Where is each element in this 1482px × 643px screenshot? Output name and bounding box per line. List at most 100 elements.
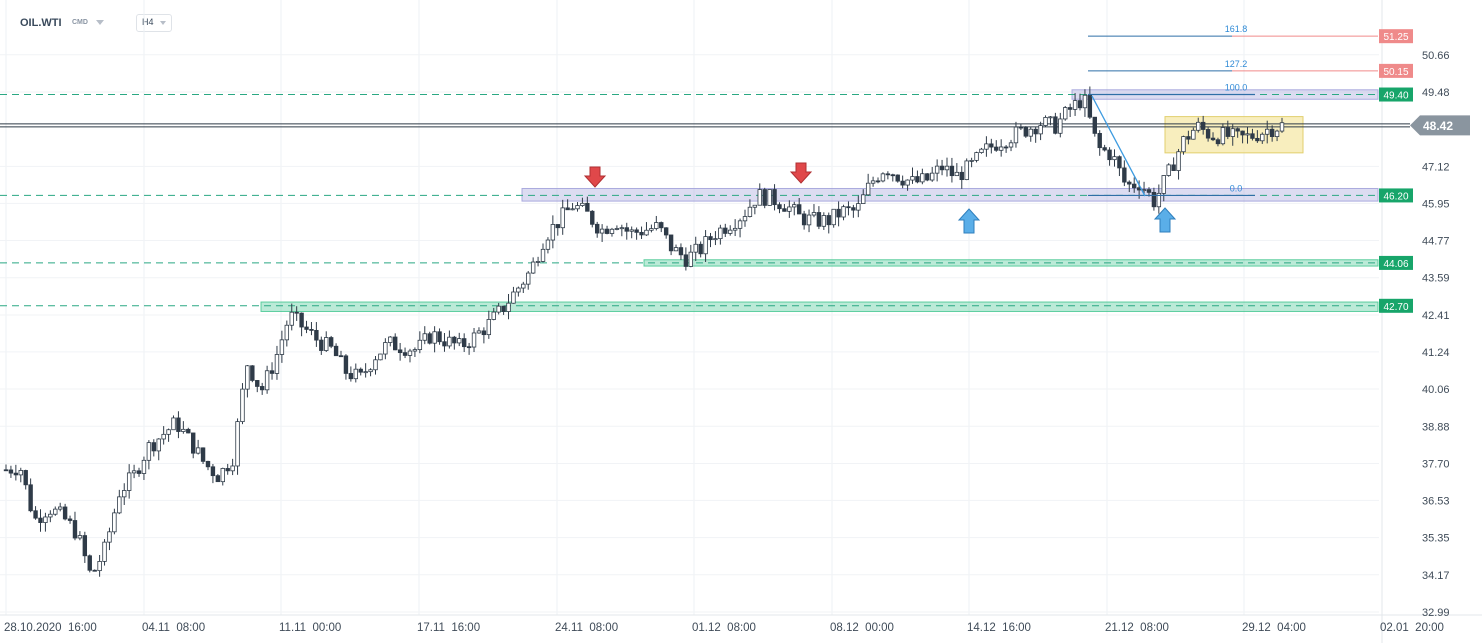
fib-price-label-bg bbox=[1379, 63, 1413, 78]
candle-bear bbox=[466, 346, 472, 349]
candle-bear bbox=[186, 428, 191, 434]
candle-bull bbox=[767, 189, 772, 206]
candle-bear bbox=[191, 432, 196, 454]
candle-bull bbox=[1038, 125, 1043, 135]
candle-bull bbox=[964, 160, 969, 181]
candle-bear bbox=[8, 469, 14, 474]
arrow-down-icon bbox=[789, 162, 813, 184]
candle-bear bbox=[314, 329, 319, 341]
candle-bear bbox=[959, 171, 964, 181]
candle-bear bbox=[67, 518, 73, 521]
candle-bull bbox=[122, 490, 127, 498]
level-label-bg bbox=[1379, 255, 1413, 270]
candle-bull bbox=[447, 336, 452, 347]
candle-bear bbox=[826, 215, 831, 226]
candle-bear bbox=[796, 204, 802, 215]
timeframe-select[interactable]: H4 bbox=[136, 14, 172, 32]
candle-bear bbox=[259, 386, 265, 391]
candle-bull bbox=[383, 342, 388, 355]
candle-bear bbox=[304, 326, 309, 330]
candle-bull bbox=[112, 512, 117, 533]
level-label-bg bbox=[1379, 298, 1413, 313]
candle-bull bbox=[752, 204, 758, 208]
candle-bear bbox=[269, 370, 275, 374]
candle-bull bbox=[230, 465, 235, 472]
candle-bull bbox=[324, 337, 329, 351]
candle-bear bbox=[87, 555, 92, 571]
resistance-zone bbox=[521, 187, 1379, 202]
candle-bear bbox=[151, 442, 156, 452]
candle-bull bbox=[693, 243, 698, 253]
candle-bull bbox=[141, 459, 147, 474]
candle-bear bbox=[1107, 149, 1112, 161]
candle-bull bbox=[1072, 100, 1078, 110]
candle-bear bbox=[358, 368, 363, 373]
candle-bull bbox=[1220, 127, 1226, 145]
candle-bull bbox=[954, 171, 960, 177]
candle-bear bbox=[1151, 191, 1157, 208]
fibonacci-layer: 51.25 161.8 50.15 127.2 100.0 0.0 bbox=[1088, 24, 1413, 197]
candles-layer bbox=[3, 86, 1285, 577]
level-label-bg bbox=[1379, 87, 1413, 102]
candle-bull bbox=[407, 350, 413, 356]
candle-bear bbox=[402, 352, 408, 356]
candle-bear bbox=[565, 207, 570, 211]
candle-bear bbox=[461, 338, 467, 348]
candle-bull bbox=[530, 261, 536, 274]
candle-bear bbox=[250, 365, 255, 381]
candle-bull bbox=[53, 508, 58, 515]
candle-bull bbox=[747, 206, 753, 217]
candle-bear bbox=[1235, 128, 1240, 132]
candle-bear bbox=[442, 341, 447, 347]
candle-bear bbox=[915, 176, 920, 183]
candle-bull bbox=[742, 216, 748, 222]
candle-bear bbox=[762, 189, 767, 206]
candle-bear bbox=[1117, 156, 1122, 169]
candle-bear bbox=[668, 234, 674, 252]
fib-price-label: 50.15 bbox=[1383, 67, 1408, 78]
symbol-dropdown-icon[interactable] bbox=[96, 20, 104, 25]
candle-bull bbox=[457, 338, 462, 344]
candle-bull bbox=[787, 206, 792, 212]
candle-bull bbox=[245, 365, 250, 390]
candle-bull bbox=[496, 305, 501, 313]
candle-bull bbox=[550, 224, 556, 241]
candle-bull bbox=[831, 208, 836, 226]
candle-bull bbox=[560, 207, 565, 229]
candle-bull bbox=[998, 146, 1004, 151]
candle-bull bbox=[570, 208, 575, 211]
candle-bull bbox=[195, 447, 201, 454]
candle-bear bbox=[1003, 146, 1009, 149]
candle-bear bbox=[925, 173, 930, 181]
time-tick-label: 21.12 08:00 bbox=[1105, 622, 1169, 634]
candle-bear bbox=[200, 447, 206, 462]
candle-bull bbox=[920, 173, 925, 183]
chevron-down-icon bbox=[160, 21, 166, 25]
price-tick-label: 50.66 bbox=[1422, 50, 1450, 62]
candle-bear bbox=[683, 254, 689, 267]
candle-bear bbox=[1269, 128, 1275, 137]
support-zone-low bbox=[260, 301, 1379, 312]
candle-bear bbox=[393, 336, 398, 351]
current-price-tag bbox=[1410, 115, 1470, 136]
arrows-layer bbox=[583, 162, 1177, 234]
candle-bear bbox=[427, 333, 432, 344]
candle-bear bbox=[225, 468, 230, 472]
candle-bear bbox=[82, 535, 88, 557]
candle-bull bbox=[535, 261, 541, 263]
candle-bull bbox=[491, 311, 496, 320]
candle-bear bbox=[659, 222, 664, 229]
symbol-name[interactable]: OIL.WTI bbox=[20, 17, 62, 29]
candle-bull bbox=[289, 311, 294, 326]
price-tick-label: 34.17 bbox=[1422, 570, 1450, 582]
candle-bull bbox=[1112, 156, 1117, 161]
candle-bear bbox=[309, 329, 314, 331]
candle-bull bbox=[471, 332, 477, 348]
candle-bear bbox=[72, 520, 78, 539]
level-label-bg bbox=[1379, 188, 1413, 203]
candle-bear bbox=[594, 223, 600, 234]
level-label: 46.20 bbox=[1383, 191, 1408, 202]
candle-bear bbox=[1102, 147, 1107, 151]
time-tick-label: 29.12 04:00 bbox=[1242, 622, 1306, 634]
